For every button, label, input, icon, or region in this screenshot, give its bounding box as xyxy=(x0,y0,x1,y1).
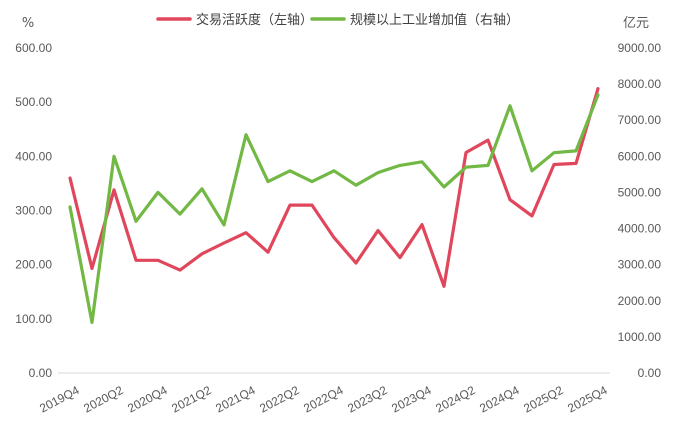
legend-item: 交易活跃度（左轴） xyxy=(156,12,313,28)
x-axis-tick-label: 2022Q4 xyxy=(301,383,346,416)
right-axis-tick-label: 8000.00 xyxy=(618,77,662,91)
legend: 交易活跃度（左轴） 规模以上工业增加值（右轴） xyxy=(156,12,519,28)
left-axis-tick-label: 400.00 xyxy=(15,149,52,163)
right-axis-tick-label: 5000.00 xyxy=(618,185,662,199)
x-axis-tick-label: 2025Q2 xyxy=(521,383,566,416)
series-layer xyxy=(68,86,600,324)
x-axis-tick-label: 2023Q4 xyxy=(389,383,434,416)
right-axis-tick-label: 0.00 xyxy=(638,366,662,380)
x-axis-tick-label: 2024Q2 xyxy=(433,383,478,416)
left-axis-tick-label: 300.00 xyxy=(15,204,52,218)
left-axis-tick-label: 200.00 xyxy=(15,258,52,272)
x-axis-tick-label: 2025Q4 xyxy=(565,383,610,416)
right-axis-tick-label: 3000.00 xyxy=(618,258,662,272)
left-axis-tick-label: 100.00 xyxy=(15,312,52,326)
x-axis-tick-label: 2023Q2 xyxy=(345,383,390,416)
right-axis-tick-label: 7000.00 xyxy=(618,113,662,127)
x-axis-tick-label: 2021Q2 xyxy=(169,383,214,416)
x-axis-ticks: 2019Q4 2020Q2 2020Q4 2021Q2 2021Q4 2022Q2 2022… xyxy=(37,383,610,416)
right-axis-ticks: 0.00 1000.00 2000.00 3000.00 4000.00 5000.00 6… xyxy=(618,41,662,380)
right-axis-tick-label: 2000.00 xyxy=(618,294,662,308)
x-axis-tick-label: 2024Q4 xyxy=(477,383,522,416)
right-axis-tick-label: 1000.00 xyxy=(618,330,662,344)
left-axis-unit: % xyxy=(22,16,34,31)
right-axis-tick-label: 4000.00 xyxy=(618,222,662,236)
legend-item: 规模以上工业增加值（右轴） xyxy=(310,12,519,28)
x-axis-tick-label: 2019Q4 xyxy=(37,383,82,416)
left-axis-tick-label: 500.00 xyxy=(15,95,52,109)
left-axis-tick-label: 600.00 xyxy=(15,41,52,55)
series-line-trading-activity xyxy=(68,86,600,288)
legend-label: 交易活跃度（左轴） xyxy=(196,12,313,28)
left-axis-ticks: 0.00 100.00 200.00 300.00 400.00 500.00 600.00 xyxy=(15,41,52,380)
right-axis-tick-label: 9000.00 xyxy=(618,41,662,55)
x-axis-tick-label: 2020Q2 xyxy=(81,383,126,416)
series-line-industrial-value xyxy=(68,93,600,324)
right-axis-unit: 亿元 xyxy=(623,16,649,31)
x-axis-tick-label: 2021Q4 xyxy=(213,383,258,416)
x-axis-tick-label: 2022Q2 xyxy=(257,383,302,416)
left-axis-tick-label: 0.00 xyxy=(29,366,53,380)
right-axis-tick-label: 6000.00 xyxy=(618,149,662,163)
x-axis-tick-label: 2020Q4 xyxy=(125,383,170,416)
legend-label: 规模以上工业增加值（右轴） xyxy=(350,12,519,28)
